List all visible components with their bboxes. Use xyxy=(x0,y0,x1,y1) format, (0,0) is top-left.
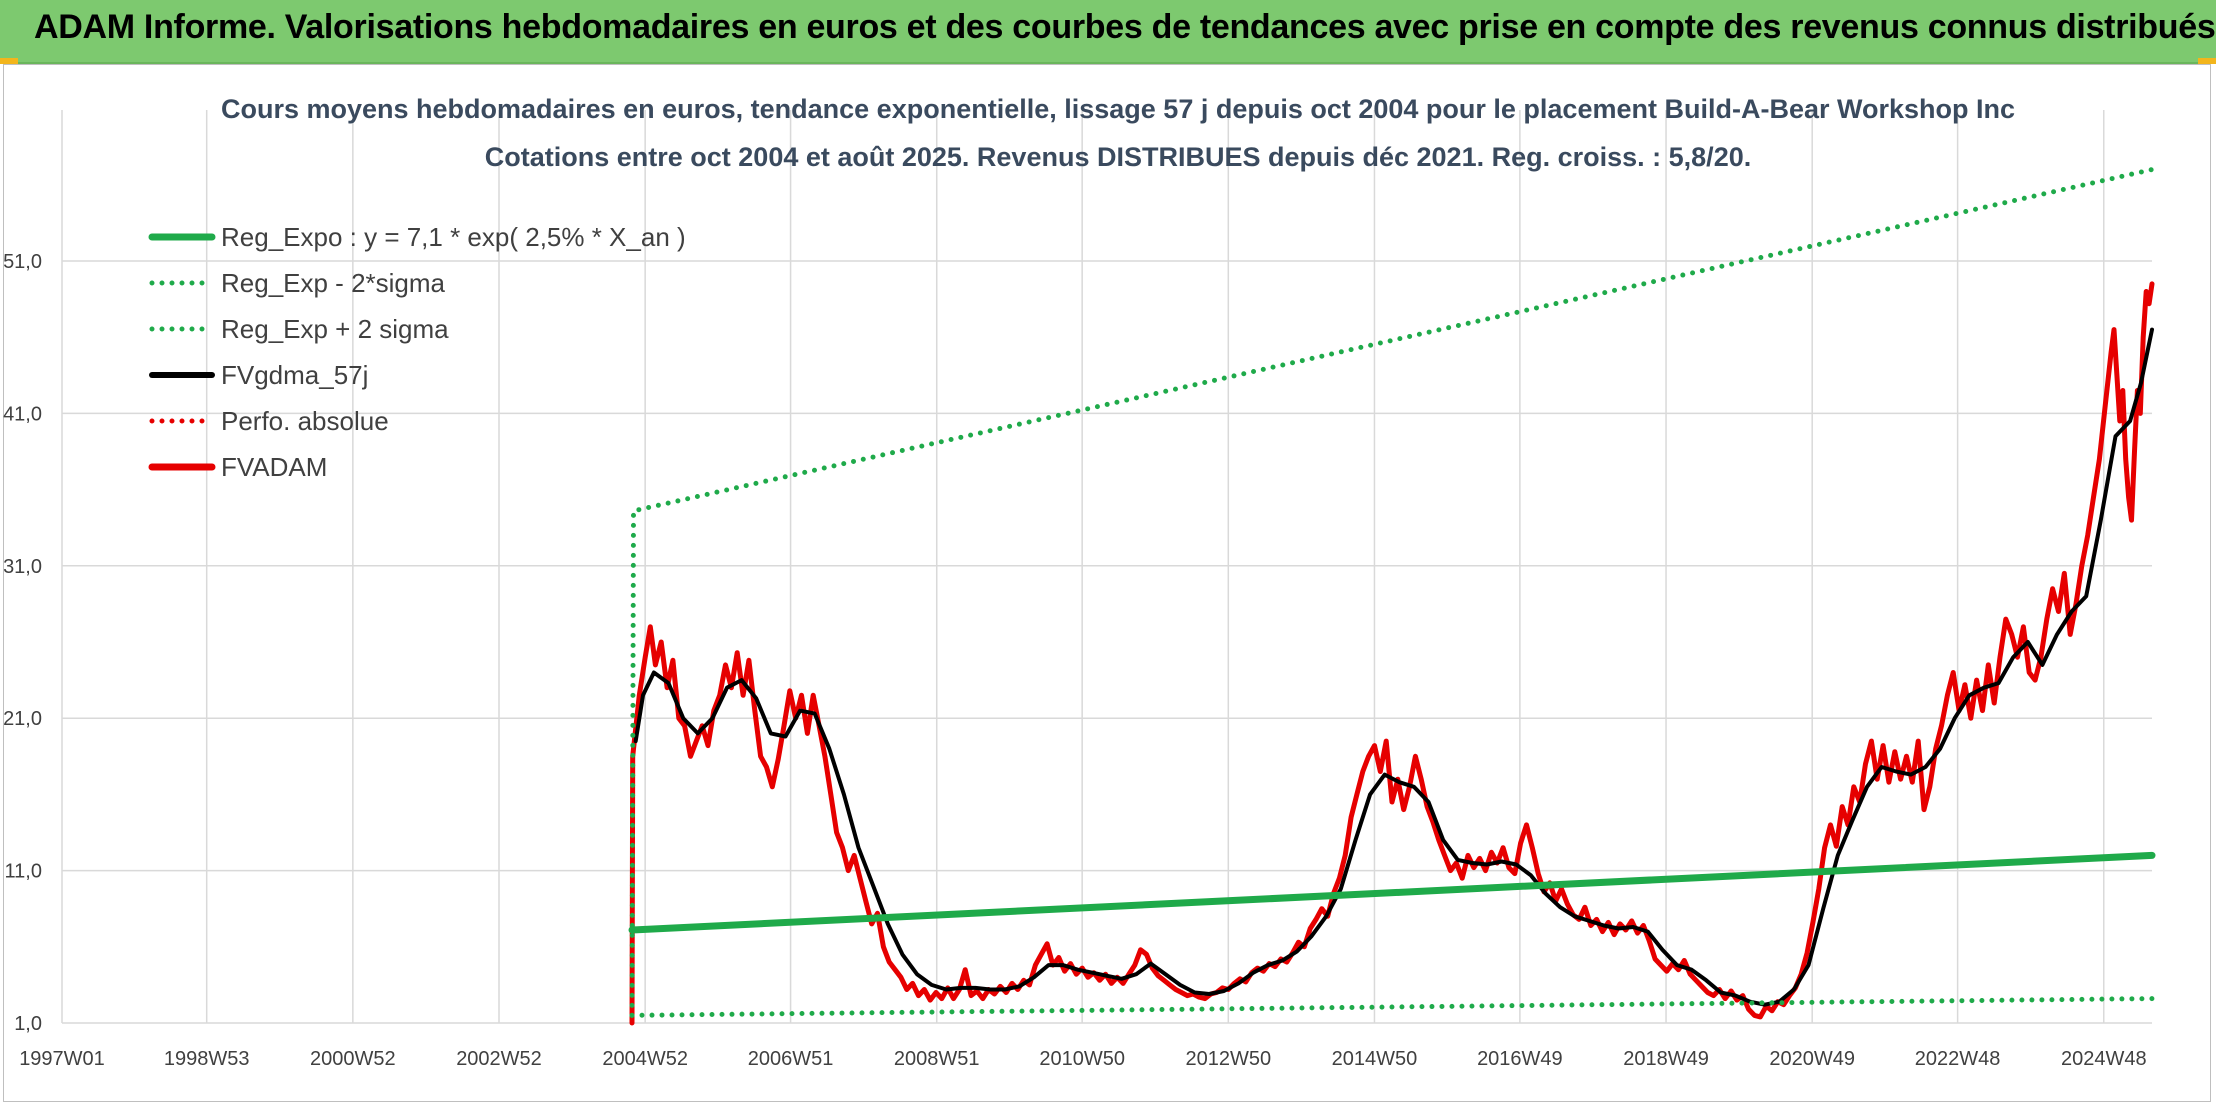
report-header: ADAM Informe. Valorisations hebdomadaire… xyxy=(0,0,2216,64)
corner-accent-left xyxy=(0,58,18,64)
series-layer xyxy=(628,167,2156,1026)
x-tick-label: 1998W53 xyxy=(164,1048,250,1070)
x-tick-label: 2024W48 xyxy=(2061,1048,2147,1070)
y-tick-label: 41,0 xyxy=(3,403,42,425)
series-line-reg-exp-2-sigma xyxy=(629,167,2155,1018)
x-tick-label: 2020W49 xyxy=(1769,1048,1855,1070)
y-tick-label: 21,0 xyxy=(3,708,42,730)
x-tick-label: 2008W51 xyxy=(894,1048,980,1070)
x-tick-label: 2016W49 xyxy=(1477,1048,1563,1070)
x-tick-label: 2000W52 xyxy=(310,1048,396,1070)
legend-label: FVgdma_57j xyxy=(221,360,368,390)
chart-legend: Reg_Expo : y = 7,1 * exp( 2,5% * X_an ) R… xyxy=(148,222,686,482)
report-title: ADAM Informe. Valorisations hebdomadaire… xyxy=(34,8,2216,46)
axis-ticks: 1,0 11,0 21,0 31,0 41,0 51,0 1997W01 1998W53 200… xyxy=(3,251,2147,1070)
x-tick-label: 2018W49 xyxy=(1623,1048,1709,1070)
x-tick-label: 2012W50 xyxy=(1185,1048,1271,1070)
corner-accent-right xyxy=(2198,58,2216,64)
legend-label: FVADAM xyxy=(221,452,327,482)
x-tick-label: 2002W52 xyxy=(456,1048,542,1070)
legend-label: Reg_Expo : y = 7,1 * exp( 2,5% * X_an ) xyxy=(221,222,686,252)
x-tick-label: 2022W48 xyxy=(1915,1048,2001,1070)
legend-label: Reg_Exp - 2*sigma xyxy=(221,268,446,298)
series-line-reg-exp-2-sigma xyxy=(629,996,2155,1018)
legend-label: Perfo. absolue xyxy=(221,406,389,436)
chart-frame xyxy=(3,64,2211,1102)
y-tick-label: 51,0 xyxy=(3,251,42,273)
x-tick-label: 2010W50 xyxy=(1039,1048,1125,1070)
series-line-reg-expo-y-7-1-exp-2-5-x-an xyxy=(628,851,2156,934)
series-line-fvadam xyxy=(629,281,2155,1026)
y-tick-label: 1,0 xyxy=(14,1013,42,1035)
y-tick-label: 11,0 xyxy=(5,861,42,883)
y-tick-label: 31,0 xyxy=(3,556,42,578)
chart-subtitle: Cotations entre oct 2004 et août 2025. R… xyxy=(485,142,1751,172)
x-tick-label: 2014W50 xyxy=(1332,1048,1418,1070)
series-line-fvgdma-57j xyxy=(633,327,2154,1007)
x-tick-label: 2004W52 xyxy=(602,1048,688,1070)
x-tick-label: 2006W51 xyxy=(748,1048,834,1070)
legend-label: Reg_Exp + 2 sigma xyxy=(221,314,449,344)
x-tick-label: 1997W01 xyxy=(19,1048,105,1070)
chart-title: Cours moyens hebdomadaires en euros, ten… xyxy=(221,94,2015,124)
